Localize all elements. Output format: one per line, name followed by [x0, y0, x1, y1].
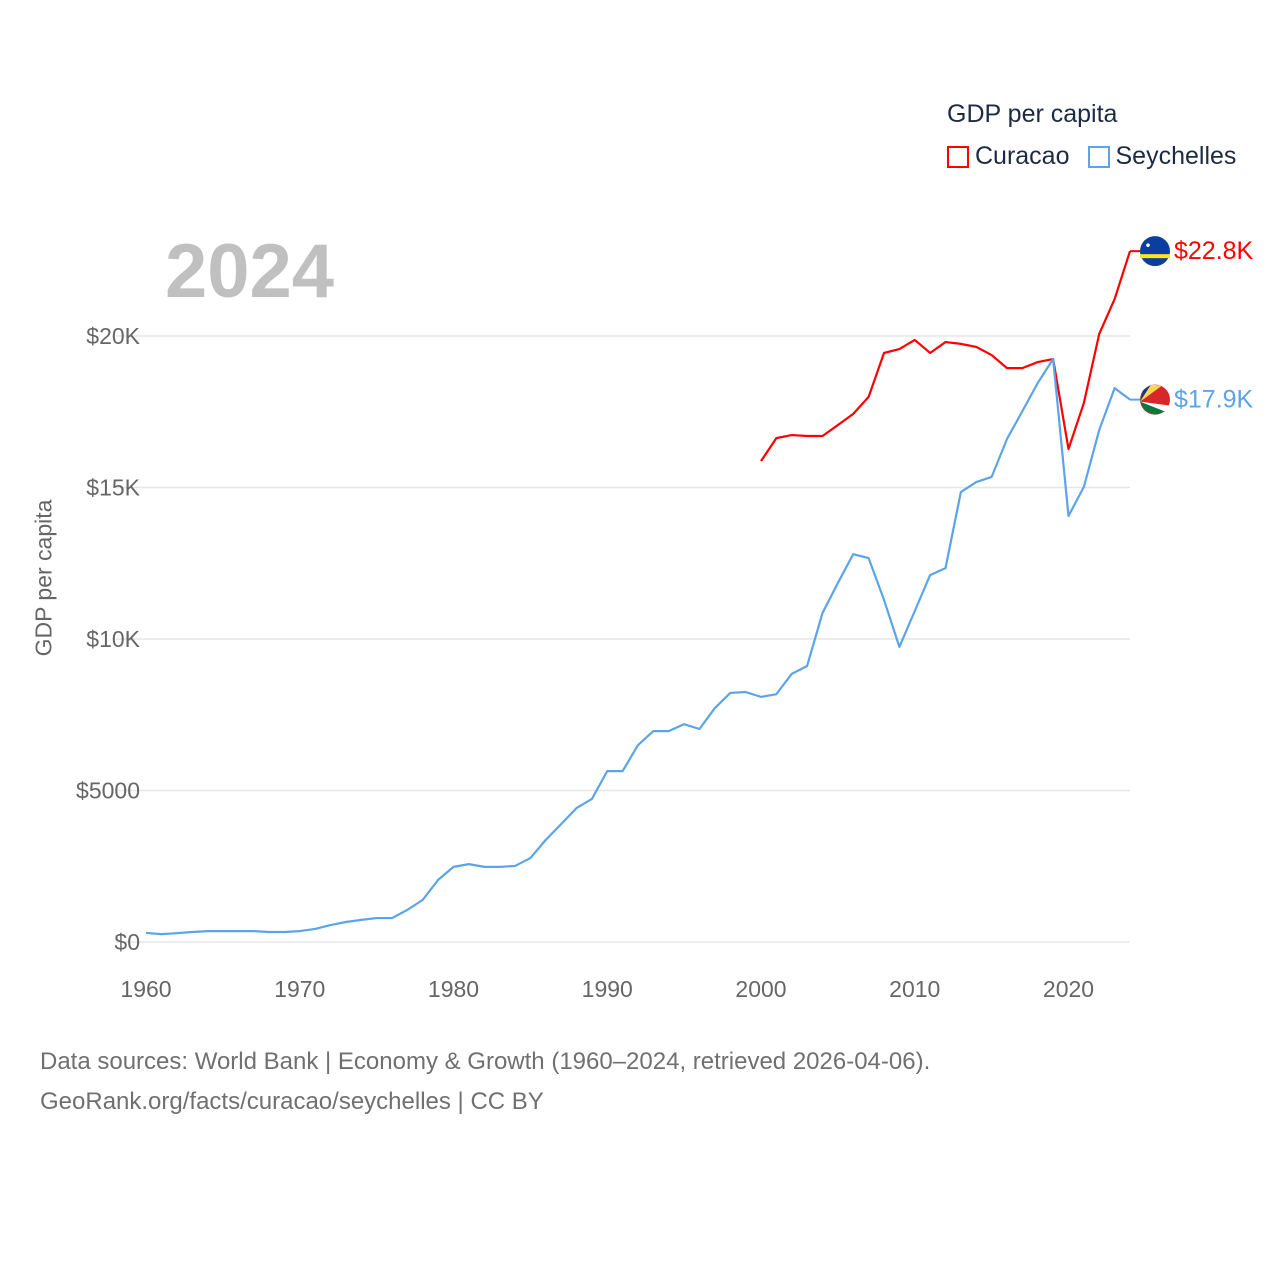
y-tick-label: $15K	[86, 475, 140, 501]
y-tick-label: $20K	[86, 323, 140, 349]
data-sources: Data sources: World Bank | Economy & Gro…	[40, 1048, 931, 1075]
end-value-label: $22.8K	[1174, 237, 1254, 265]
flag-star	[1146, 243, 1150, 247]
x-tick-label: 1990	[582, 976, 633, 1002]
legend: Curacao Seychelles	[947, 142, 1236, 171]
end-value-label: $17.9K	[1174, 386, 1254, 414]
flag-band	[1140, 401, 1170, 412]
legend-item-seychelles[interactable]: Seychelles	[1087, 142, 1237, 171]
source-link[interactable]: GeoRank.org/facts/curacao/seychelles | C…	[40, 1088, 544, 1115]
series-line-seychelles	[145, 357, 1131, 936]
y-tick-label: $10K	[86, 626, 140, 652]
flag-band	[1140, 384, 1162, 402]
x-tick-label: 2010	[889, 976, 940, 1002]
x-tick-label: 1960	[120, 976, 171, 1002]
y-tick-label: $5000	[76, 778, 140, 804]
y-axis-label: GDP per capita	[30, 499, 57, 657]
series-line-curacao	[760, 250, 1132, 462]
current-year-label: 2024	[165, 229, 335, 314]
legend-item-curacao[interactable]: Curacao	[947, 142, 1070, 171]
x-tick-label: 2020	[1043, 976, 1094, 1002]
x-tick-label: 1980	[428, 976, 479, 1002]
x-tick-label: 2000	[735, 976, 786, 1002]
curacao-flag-icon	[1140, 236, 1170, 267]
flag-band	[1140, 401, 1165, 415]
x-tick-label: 1970	[274, 976, 325, 1002]
legend-label: Curacao	[975, 142, 1070, 170]
y-tick-label: $0	[114, 929, 140, 955]
legend-swatch-seychelles	[1087, 145, 1110, 168]
legend-swatch-curacao	[947, 145, 969, 168]
legend-label: Seychelles	[1115, 142, 1237, 170]
legend-title: GDP per capita	[947, 100, 1118, 128]
footer: Data sources: World Bank | Economy & Gro…	[40, 1042, 930, 1122]
flag-stripe	[1140, 254, 1170, 259]
